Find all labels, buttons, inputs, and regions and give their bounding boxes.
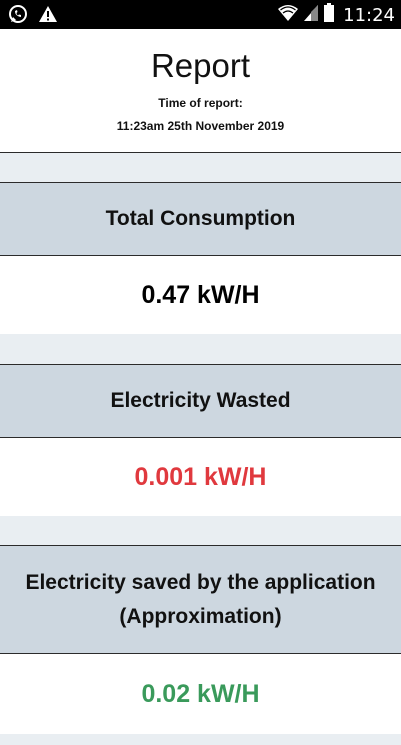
wifi-icon: [277, 3, 299, 28]
electricity-saved-label: Electricity saved by the application: [25, 570, 376, 594]
status-time: 11:24: [343, 5, 395, 26]
page-title: Report: [150, 47, 251, 84]
electricity-saved-value: 0.02 kW/H: [141, 679, 260, 708]
battery-icon: [323, 3, 335, 28]
electricity-wasted-header: Electricity Wasted: [0, 364, 401, 438]
electricity-wasted-label: Electricity Wasted: [110, 389, 291, 412]
status-bar-left: [8, 4, 58, 29]
status-bar: 11:24: [0, 0, 401, 29]
report-time-label: Time of report:: [158, 96, 243, 110]
whatsapp-icon: [8, 4, 28, 29]
report-timestamp: 11:23am 25th November 2019: [116, 119, 285, 133]
electricity-wasted-card: 0.001 kW/H: [0, 438, 401, 516]
approximation-label: (Approximation): [119, 604, 282, 628]
total-consumption-card: 0.47 kW/H: [0, 256, 401, 334]
total-consumption-header: Total Consumption: [0, 182, 401, 256]
warning-icon: [38, 4, 58, 29]
electricity-saved-card: 0.02 kW/H: [0, 654, 401, 734]
total-consumption-label: Total Consumption: [105, 207, 296, 230]
signal-icon: [303, 3, 319, 28]
report-header: Report Time of report: 11:23am 25th Nove…: [0, 29, 401, 153]
electricity-wasted-value: 0.001 kW/H: [134, 462, 267, 491]
electricity-saved-header: Electricity saved by the application (Ap…: [0, 545, 401, 654]
total-consumption-value: 0.47 kW/H: [141, 280, 260, 309]
status-bar-right: 11:24: [277, 3, 395, 28]
